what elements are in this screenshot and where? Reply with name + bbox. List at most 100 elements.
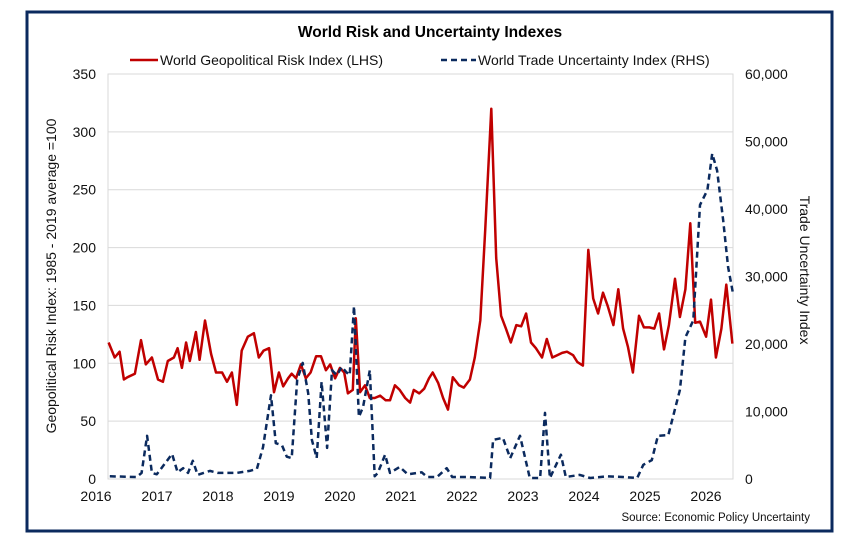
left-tick-label: 150 — [73, 297, 97, 313]
chart-frame — [25, 10, 834, 533]
data-point — [715, 357, 716, 358]
data-point — [215, 372, 216, 373]
right-tick-label: 20,000 — [745, 336, 788, 352]
data-point — [281, 445, 282, 446]
data-point — [359, 392, 360, 393]
legend-item-gpr: World Geopolitical Risk Index (LHS) — [130, 52, 383, 68]
data-point — [723, 220, 724, 221]
data-point — [541, 357, 542, 358]
data-point — [521, 326, 522, 327]
series-layer — [107, 107, 735, 480]
data-point — [346, 372, 347, 373]
data-point — [552, 357, 553, 358]
data-point — [496, 257, 497, 258]
data-point — [347, 393, 348, 394]
data-point — [717, 170, 718, 171]
data-point — [685, 289, 686, 290]
data-point — [195, 331, 196, 332]
data-point — [446, 468, 447, 469]
left-tick-label: 0 — [88, 471, 96, 487]
data-point — [369, 370, 370, 371]
data-point — [316, 356, 317, 357]
data-point — [602, 292, 603, 293]
data-point — [659, 313, 660, 314]
data-point — [530, 342, 531, 343]
data-point — [374, 397, 375, 398]
plot-area — [107, 73, 734, 480]
data-point — [316, 457, 317, 458]
data-point — [151, 357, 152, 358]
data-point — [355, 318, 356, 319]
data-point — [199, 359, 200, 360]
data-point — [275, 443, 276, 444]
series-line-gpr — [107, 107, 734, 411]
data-point — [330, 364, 331, 365]
right-axis-title: Trade Uncertainty Index — [797, 196, 813, 345]
data-point — [557, 355, 558, 356]
legend-item-tui: World Trade Uncertainty Index (RHS) — [441, 52, 710, 68]
data-point — [728, 266, 729, 267]
x-tick-label: 2025 — [629, 488, 660, 504]
data-point — [325, 370, 326, 371]
data-point — [579, 474, 580, 475]
data-point — [668, 325, 669, 326]
data-point — [399, 389, 400, 390]
data-point — [394, 385, 395, 386]
data-point — [327, 447, 328, 448]
data-point — [204, 320, 205, 321]
data-point — [253, 333, 254, 334]
data-point — [649, 327, 650, 328]
data-point — [489, 477, 490, 478]
data-point — [463, 387, 464, 388]
data-point — [500, 315, 501, 316]
data-point — [726, 284, 727, 285]
data-point — [310, 372, 311, 373]
data-point — [623, 476, 624, 477]
data-point — [156, 474, 157, 475]
data-point — [377, 472, 378, 473]
data-point — [209, 470, 210, 471]
data-point — [593, 298, 594, 299]
data-point — [627, 346, 628, 347]
data-point — [331, 370, 332, 371]
data-point — [407, 474, 408, 475]
data-point — [421, 472, 422, 473]
data-point — [145, 364, 146, 365]
data-point — [643, 327, 644, 328]
data-point — [685, 337, 686, 338]
data-point — [236, 472, 237, 473]
data-point — [384, 454, 385, 455]
data-point — [502, 437, 503, 438]
data-point — [247, 336, 248, 337]
data-point — [529, 477, 530, 478]
data-point — [182, 468, 183, 469]
data-point — [189, 360, 190, 361]
source-note: Source: Economic Policy Uncertainty — [621, 512, 810, 524]
data-point — [438, 382, 439, 383]
data-point — [123, 379, 124, 380]
data-point — [710, 299, 711, 300]
data-point — [565, 476, 566, 477]
data-point — [613, 325, 614, 326]
data-point — [485, 230, 486, 231]
legend: World Geopolitical Risk Index (LHS) Worl… — [130, 52, 710, 68]
data-point — [413, 389, 414, 390]
data-point — [385, 400, 386, 401]
data-point — [618, 289, 619, 290]
right-tick-label: 60,000 — [745, 66, 788, 82]
data-point — [167, 360, 168, 361]
data-point — [549, 477, 550, 478]
data-point — [424, 388, 425, 389]
left-tick-label: 200 — [73, 240, 97, 256]
data-point — [380, 395, 381, 396]
data-point — [699, 321, 700, 322]
data-point — [363, 406, 364, 407]
data-point — [540, 477, 541, 478]
data-point — [679, 389, 680, 390]
data-point — [308, 393, 309, 394]
data-point — [657, 435, 658, 436]
data-point — [341, 366, 342, 367]
data-point — [353, 306, 354, 307]
data-point — [291, 457, 292, 458]
